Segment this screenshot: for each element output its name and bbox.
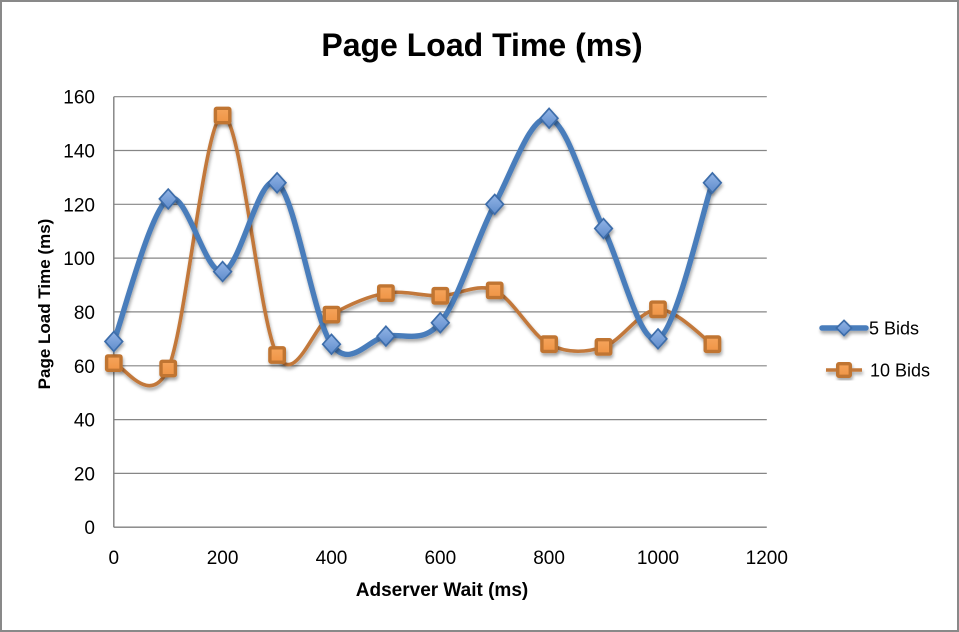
svg-text:160: 160	[63, 88, 95, 109]
svg-text:0: 0	[84, 518, 95, 539]
svg-text:40: 40	[74, 411, 95, 432]
svg-text:800: 800	[533, 548, 565, 569]
svg-text:Page Load Time (ms): Page Load Time (ms)	[321, 27, 642, 63]
svg-text:Adserver Wait (ms): Adserver Wait (ms)	[356, 580, 528, 601]
svg-text:0: 0	[109, 548, 120, 569]
svg-text:5 Bids: 5 Bids	[869, 319, 919, 339]
svg-text:120: 120	[63, 195, 95, 216]
svg-text:100: 100	[63, 249, 95, 270]
svg-text:400: 400	[316, 548, 348, 569]
svg-text:600: 600	[424, 548, 456, 569]
svg-text:80: 80	[74, 303, 95, 324]
svg-text:200: 200	[207, 548, 239, 569]
svg-text:60: 60	[74, 357, 95, 378]
svg-text:140: 140	[63, 142, 95, 163]
svg-text:10 Bids: 10 Bids	[870, 361, 930, 381]
svg-text:1200: 1200	[746, 548, 788, 569]
svg-text:1000: 1000	[637, 548, 679, 569]
svg-text:20: 20	[74, 464, 95, 485]
svg-text:Page Load Time (ms): Page Load Time (ms)	[35, 219, 54, 390]
